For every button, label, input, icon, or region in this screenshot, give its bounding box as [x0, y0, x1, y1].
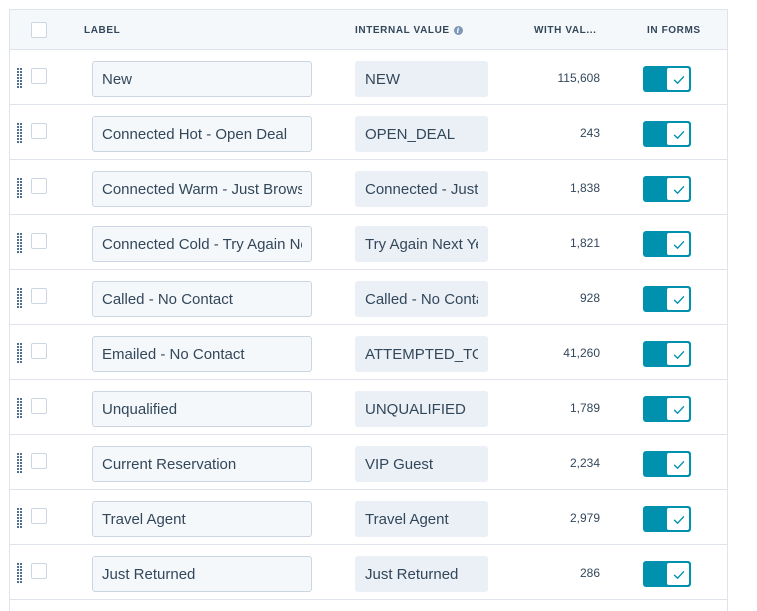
in-forms-toggle[interactable]: [643, 451, 691, 477]
with-value-count: 41,260: [563, 346, 600, 360]
in-forms-toggle[interactable]: [643, 506, 691, 532]
table-row: 243: [10, 105, 727, 160]
in-forms-toggle[interactable]: [643, 176, 691, 202]
row-checkbox[interactable]: [31, 68, 47, 84]
option-internal-value-input[interactable]: [355, 61, 488, 97]
toggle-knob: [666, 397, 690, 421]
option-label-input[interactable]: [92, 226, 312, 262]
drag-handle-icon[interactable]: [17, 508, 22, 528]
drag-handle-icon[interactable]: [17, 398, 22, 418]
drag-handle-icon[interactable]: [17, 123, 22, 143]
check-icon: [673, 296, 685, 304]
info-icon[interactable]: i: [453, 26, 463, 35]
drag-handle-icon[interactable]: [17, 233, 22, 253]
with-value-count: 115,608: [557, 71, 601, 85]
check-icon: [673, 461, 685, 469]
with-value-count: 1,838: [569, 181, 600, 195]
in-forms-toggle[interactable]: [643, 231, 691, 257]
with-value-count: 2,234: [569, 456, 600, 470]
option-label-input[interactable]: [92, 556, 312, 592]
drag-handle-icon[interactable]: [17, 563, 22, 583]
row-checkbox[interactable]: [31, 233, 47, 249]
in-forms-toggle[interactable]: [643, 286, 691, 312]
drag-handle-icon[interactable]: [17, 288, 22, 308]
in-forms-toggle[interactable]: [643, 66, 691, 92]
toggle-knob: [666, 287, 690, 311]
row-checkbox[interactable]: [31, 178, 47, 194]
check-icon: [673, 571, 685, 579]
option-internal-value-input[interactable]: [355, 116, 488, 152]
with-value-count: 928: [579, 291, 600, 305]
row-checkbox[interactable]: [31, 343, 47, 359]
table-header: LABEL INTERNAL VALUE i WITH VAL... IN FOR…: [10, 10, 727, 50]
with-value-count: 2,979: [569, 511, 600, 525]
row-checkbox[interactable]: [31, 508, 47, 524]
option-label-input[interactable]: [92, 171, 312, 207]
option-label-input[interactable]: [92, 61, 312, 97]
row-checkbox[interactable]: [31, 398, 47, 414]
check-icon: [673, 76, 685, 84]
option-internal-value-input[interactable]: [355, 556, 488, 592]
in-forms-toggle[interactable]: [643, 561, 691, 587]
with-value-count: 1,821: [569, 236, 600, 250]
table-row: 2,979: [10, 490, 727, 545]
drag-handle-icon[interactable]: [17, 68, 22, 88]
row-checkbox[interactable]: [31, 123, 47, 139]
option-internal-value-input[interactable]: [355, 336, 488, 372]
drag-handle-icon[interactable]: [17, 343, 22, 363]
with-value-count: 286: [579, 566, 600, 580]
check-icon: [673, 516, 685, 524]
toggle-knob: [666, 452, 690, 476]
property-options-table: LABEL INTERNAL VALUE i WITH VAL... IN FOR…: [9, 9, 728, 611]
check-icon: [673, 131, 685, 139]
table-row: 928: [10, 270, 727, 325]
option-label-input[interactable]: [92, 116, 312, 152]
toggle-knob: [666, 122, 690, 146]
option-internal-value-input[interactable]: [355, 501, 488, 537]
table-row: 286: [10, 545, 727, 600]
select-all-checkbox[interactable]: [31, 22, 47, 38]
drag-handle-icon[interactable]: [17, 178, 22, 198]
in-forms-toggle[interactable]: [643, 396, 691, 422]
row-checkbox[interactable]: [31, 563, 47, 579]
toggle-knob: [666, 562, 690, 586]
option-label-input[interactable]: [92, 281, 312, 317]
column-header-label[interactable]: LABEL: [84, 25, 121, 36]
option-label-input[interactable]: [92, 501, 312, 537]
check-icon: [673, 186, 685, 194]
toggle-knob: [666, 67, 690, 91]
drag-handle-icon[interactable]: [17, 453, 22, 473]
option-label-input[interactable]: [92, 391, 312, 427]
column-header-in-forms[interactable]: IN FORMS: [647, 25, 701, 36]
check-icon: [673, 406, 685, 414]
option-internal-value-input[interactable]: [355, 391, 488, 427]
table-row: 115,608: [10, 50, 727, 105]
row-checkbox[interactable]: [31, 453, 47, 469]
table-row: 2,234: [10, 435, 727, 490]
row-checkbox[interactable]: [31, 288, 47, 304]
column-header-internal-value-text: INTERNAL VALUE: [355, 25, 450, 36]
check-icon: [673, 241, 685, 249]
with-value-count: 243: [579, 126, 600, 140]
option-internal-value-input[interactable]: [355, 446, 488, 482]
table-row: 41,260: [10, 325, 727, 380]
toggle-knob: [666, 177, 690, 201]
option-internal-value-input[interactable]: [355, 226, 488, 262]
toggle-knob: [666, 342, 690, 366]
toggle-knob: [666, 507, 690, 531]
table-row: 1,821: [10, 215, 727, 270]
option-label-input[interactable]: [92, 336, 312, 372]
option-internal-value-input[interactable]: [355, 171, 488, 207]
check-icon: [673, 351, 685, 359]
in-forms-toggle[interactable]: [643, 341, 691, 367]
table-row: 1,789: [10, 380, 727, 435]
option-label-input[interactable]: [92, 446, 312, 482]
with-value-count: 1,789: [569, 401, 600, 415]
in-forms-toggle[interactable]: [643, 121, 691, 147]
option-internal-value-input[interactable]: [355, 281, 488, 317]
table-row: 1,838: [10, 160, 727, 215]
toggle-knob: [666, 232, 690, 256]
column-header-internal-value[interactable]: INTERNAL VALUE i: [355, 10, 463, 50]
column-header-with-value[interactable]: WITH VAL...: [534, 25, 597, 36]
